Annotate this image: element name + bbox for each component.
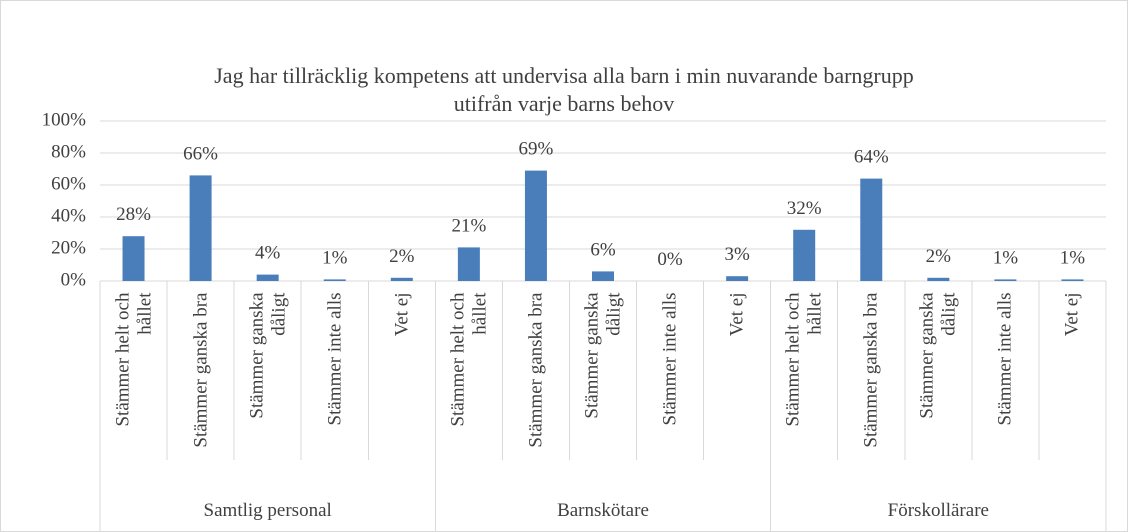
x-tick-label: Stämmer helt och hållet (446, 292, 490, 427)
data-label: 6% (590, 239, 616, 260)
data-label: 32% (787, 198, 822, 219)
bar (122, 236, 145, 281)
data-label: 64% (854, 147, 889, 168)
bar (592, 271, 614, 281)
x-tick-label: Stämmer inte alls (323, 292, 345, 425)
bar (860, 178, 883, 281)
data-label: 1% (322, 247, 348, 268)
x-tick-label: Stämmer ganska bra (860, 292, 882, 448)
data-label: 2% (389, 246, 415, 267)
y-tick-label: 20% (51, 237, 86, 258)
y-tick-label: 80% (51, 141, 86, 162)
data-label: 4% (255, 243, 281, 264)
data-label: 69% (519, 139, 554, 160)
data-label: 66% (183, 143, 218, 164)
bar (1061, 279, 1084, 281)
chart-title: Jag har tillräcklig kompetens att underv… (214, 63, 914, 116)
x-tick-label: Vet ej (1061, 292, 1083, 336)
y-tick-label: 0% (61, 269, 87, 290)
data-label: 1% (993, 247, 1019, 268)
data-label: 21% (451, 215, 486, 236)
data-label: 0% (657, 249, 683, 270)
group-label: Förskollärare (887, 500, 989, 521)
bar (323, 279, 346, 281)
x-tick-label: Stämmer inte alls (659, 292, 681, 425)
data-label: 2% (926, 246, 952, 267)
bar (189, 175, 212, 281)
x-tick-label: Stämmer helt och hållet (111, 292, 155, 427)
y-tick-label: 100% (42, 109, 87, 130)
x-tick-label: Stämmer ganska bra (189, 292, 211, 448)
bar (256, 274, 279, 281)
x-tick-label: Vet ej (726, 292, 748, 336)
bar (726, 276, 749, 281)
group-label: Samtlig personal (203, 500, 332, 521)
group-label: Barnskötare (557, 500, 649, 521)
x-tick-label: Stämmer inte alls (994, 292, 1016, 425)
data-label: 28% (116, 204, 151, 225)
x-tick-label: Stämmer ganska dåligt (245, 292, 289, 419)
x-tick-label: Stämmer ganska dåligt (581, 292, 624, 419)
x-tick-label: Stämmer ganska dåligt (916, 292, 960, 419)
y-tick-label: 40% (51, 205, 86, 226)
bar (927, 277, 950, 281)
bar (457, 247, 480, 281)
x-tick-label: Stämmer ganska bra (524, 292, 546, 448)
x-tick-label: Stämmer helt och hållet (782, 292, 826, 427)
y-tick-label: 60% (51, 173, 86, 194)
x-tick-label: Vet ej (390, 292, 412, 336)
bar (793, 229, 816, 281)
bar (994, 279, 1017, 281)
bar (524, 170, 547, 281)
data-label: 3% (724, 244, 750, 265)
data-label: 1% (1060, 247, 1086, 268)
bar (390, 277, 413, 281)
